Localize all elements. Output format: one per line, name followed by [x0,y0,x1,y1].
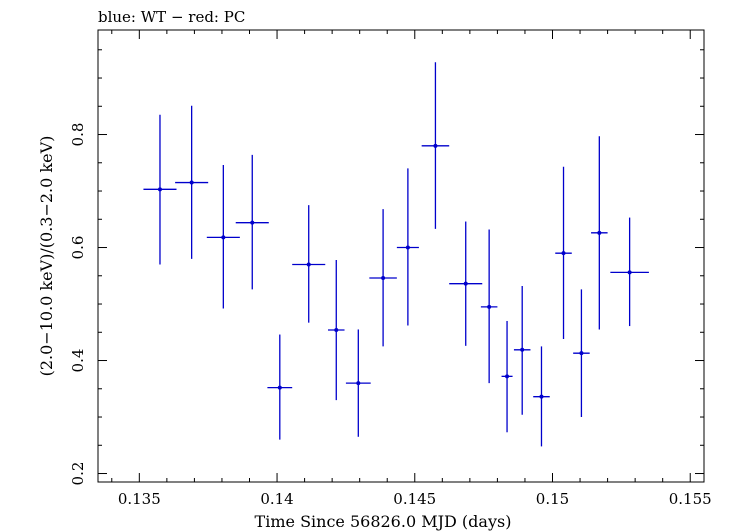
point-marker [405,245,410,250]
point-marker [561,251,566,256]
data-point [143,114,177,265]
point-marker [381,276,386,281]
data-point [449,221,483,346]
y-tick-label: 0.4 [69,349,87,373]
point-marker [579,351,584,356]
x-tick-label: 0.155 [669,490,712,508]
data-point [235,154,269,290]
data-point [555,166,572,340]
point-marker [334,328,339,333]
data-point [206,165,240,309]
data-point [421,62,450,229]
data-point [501,320,513,433]
y-axis-ticks: 0.2 0.4 0.6 0.8 [69,49,704,486]
x-tick-label: 0.14 [260,490,293,508]
point-marker [221,235,226,240]
point-marker [189,180,194,185]
x-tick-label: 0.15 [536,490,569,508]
data-point [573,289,590,418]
x-axis-label: Time Since 56826.0 MJD (days) [255,512,512,531]
point-marker [487,304,492,309]
point-marker [250,220,255,225]
data-point [513,285,531,415]
point-marker [520,347,525,352]
data-point [396,168,419,326]
y-tick-label: 0.8 [69,123,87,147]
data-point [369,209,397,347]
data-point [610,217,649,327]
y-axis-label: (2.0−10.0 keV)/(0.3−2.0 keV) [37,136,56,377]
data-point [480,229,498,384]
point-marker [505,374,510,379]
plot-frame [97,29,705,483]
point-marker [597,230,602,235]
point-marker [433,143,438,148]
y-tick-label: 0.6 [69,236,87,260]
data-series [143,62,649,447]
data-point [328,259,345,401]
data-point [345,329,371,437]
x-tick-label: 0.145 [393,490,436,508]
point-marker [539,394,544,399]
x-tick-label: 0.135 [118,490,161,508]
point-marker [157,187,162,192]
x-axis-ticks: 0.135 0.14 0.145 0.15 0.155 [111,30,712,508]
point-marker [306,262,311,267]
data-point [175,105,209,259]
data-point [267,334,293,440]
data-point [591,136,608,330]
point-marker [356,381,361,386]
point-marker [463,281,468,286]
point-marker [627,270,632,275]
chart-title: blue: WT − red: PC [98,8,245,26]
data-point [533,346,550,447]
point-marker [277,385,282,390]
y-tick-label: 0.2 [69,462,87,486]
data-point [292,205,326,323]
